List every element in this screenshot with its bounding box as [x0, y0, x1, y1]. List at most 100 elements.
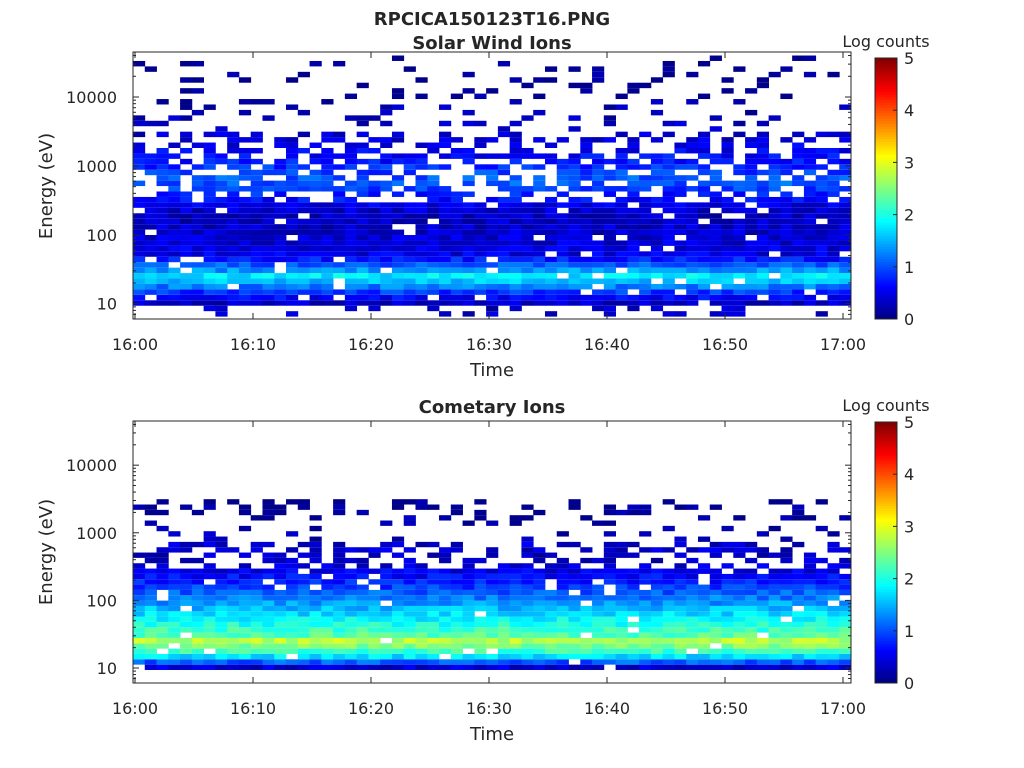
- heatmap-cell: [168, 659, 181, 665]
- heatmap-cell: [274, 643, 287, 649]
- heatmap-cell: [215, 283, 228, 290]
- heatmap-cell: [262, 552, 275, 558]
- heatmap-cell: [639, 82, 652, 89]
- heatmap-cell: [321, 595, 334, 601]
- heatmap-cell: [168, 568, 181, 574]
- heatmap-cell: [133, 262, 146, 268]
- heatmap-cell: [815, 579, 828, 585]
- heatmap-cell: [391, 93, 405, 100]
- heatmap-cell: [580, 611, 593, 617]
- heatmap-cell: [592, 659, 605, 665]
- heatmap-cell: [627, 648, 640, 654]
- heatmap-cell: [674, 311, 687, 317]
- heatmap-cell: [662, 648, 675, 654]
- heatmap-cell: [262, 245, 275, 252]
- heatmap-cell: [474, 509, 487, 516]
- heatmap-cell: [356, 557, 369, 564]
- heatmap-cell: [250, 158, 263, 165]
- heatmap-cell: [297, 541, 310, 548]
- x-tick-label: 16:30: [466, 699, 512, 718]
- heatmap-cell: [203, 573, 216, 580]
- heatmap-cell: [215, 240, 228, 246]
- heatmap-cell: [497, 627, 511, 633]
- heatmap-cell: [580, 664, 593, 670]
- heatmap-cell: [556, 283, 569, 290]
- heatmap-cell: [356, 224, 369, 230]
- heatmap-cell: [439, 191, 452, 197]
- heatmap-cell: [768, 169, 781, 176]
- heatmap-cell: [497, 300, 511, 306]
- heatmap-cell: [827, 213, 840, 219]
- heatmap-cell: [792, 213, 805, 219]
- heatmap-cell: [639, 213, 652, 219]
- heatmap-cell: [356, 632, 369, 638]
- heatmap-cell: [309, 169, 322, 176]
- heatmap-cell: [592, 294, 605, 301]
- heatmap-cell: [803, 283, 817, 290]
- heatmap-cell: [839, 104, 852, 110]
- heatmap-cell: [227, 659, 240, 665]
- heatmap-cell: [380, 289, 393, 295]
- heatmap-cell: [356, 229, 369, 236]
- colorbar-swatch: [875, 178, 897, 182]
- heatmap-cell: [321, 267, 334, 274]
- heatmap-cell: [768, 240, 781, 246]
- heatmap-cell: [144, 595, 157, 601]
- heatmap-cell: [709, 573, 722, 580]
- heatmap-cell: [768, 499, 781, 505]
- heatmap-cell: [544, 229, 558, 236]
- heatmap-cell: [533, 627, 546, 633]
- heatmap-cell: [709, 213, 722, 219]
- heatmap-cell: [780, 240, 793, 246]
- heatmap-cell: [356, 600, 369, 606]
- heatmap-cell: [486, 573, 499, 580]
- heatmap-cell: [568, 126, 581, 132]
- heatmap-cell: [733, 267, 746, 274]
- heatmap-cell: [745, 627, 758, 633]
- heatmap-cell: [321, 240, 334, 246]
- heatmap-cell: [792, 262, 805, 268]
- heatmap-cell: [344, 300, 358, 306]
- heatmap-cell: [474, 207, 487, 214]
- heatmap-cell: [144, 584, 157, 590]
- colorbar-swatch: [875, 81, 897, 85]
- heatmap-cell: [568, 66, 581, 72]
- heatmap-cell: [721, 621, 734, 628]
- colorbar-swatch: [875, 636, 897, 640]
- heatmap-cell: [521, 262, 534, 268]
- heatmap-cell: [756, 137, 770, 143]
- heatmap-cell: [321, 153, 334, 159]
- heatmap-cell: [674, 218, 687, 225]
- heatmap-cell: [756, 621, 770, 628]
- heatmap-cell: [839, 605, 852, 612]
- heatmap-cell: [815, 568, 828, 574]
- heatmap-cell: [250, 605, 263, 612]
- heatmap-cell: [297, 147, 310, 154]
- heatmap-cell: [603, 300, 616, 306]
- heatmap-cell: [745, 273, 758, 279]
- heatmap-cell: [839, 664, 852, 670]
- heatmap-cell: [792, 55, 805, 61]
- heatmap-cell: [262, 186, 275, 192]
- heatmap-cell: [768, 202, 781, 208]
- heatmap-cell: [756, 283, 770, 290]
- colorbar-swatch: [875, 256, 897, 260]
- heatmap-cell: [415, 627, 428, 633]
- heatmap-cell: [215, 180, 228, 187]
- heatmap-cell: [462, 621, 475, 628]
- heatmap-cell: [603, 605, 616, 612]
- heatmap-cell: [650, 584, 664, 590]
- heatmap-cell: [650, 213, 664, 219]
- heatmap-cell: [415, 563, 428, 569]
- heatmap-cell: [662, 207, 675, 214]
- heatmap-cell: [203, 224, 216, 230]
- heatmap-cell: [333, 137, 346, 143]
- heatmap-cell: [391, 637, 405, 644]
- heatmap-cell: [768, 278, 781, 284]
- heatmap-cell: [603, 256, 616, 263]
- heatmap-cell: [309, 207, 322, 214]
- heatmap-cell: [544, 600, 558, 606]
- heatmap-cell: [309, 637, 322, 644]
- heatmap-cell: [133, 60, 146, 67]
- heatmap-cell: [274, 213, 287, 219]
